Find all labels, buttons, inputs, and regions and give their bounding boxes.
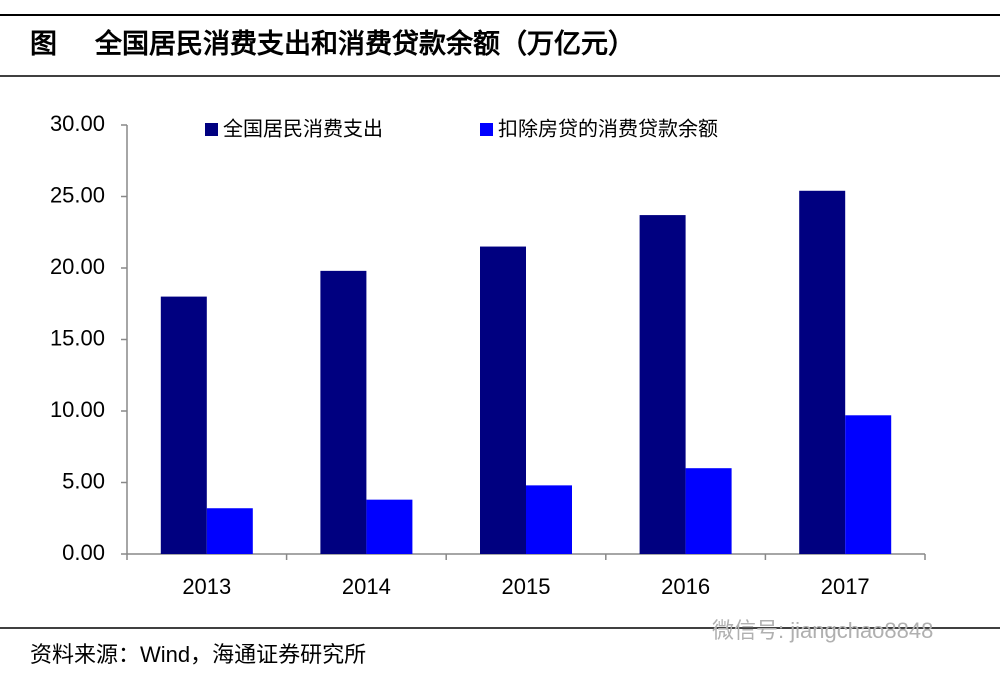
y-tick-label: 5.00 xyxy=(62,468,105,493)
bar xyxy=(160,296,207,554)
bar xyxy=(526,485,572,554)
legend-swatch xyxy=(205,123,218,136)
bar xyxy=(480,246,526,555)
x-tick-label: 2014 xyxy=(342,574,391,599)
y-tick-label: 10.00 xyxy=(50,397,105,422)
source: 资料来源：Wind，海通证券研究所 xyxy=(30,642,366,667)
bar xyxy=(320,270,367,554)
watermark: 微信号: jiangchao8848 xyxy=(712,618,933,643)
legend-swatch xyxy=(480,123,493,136)
bar xyxy=(685,468,732,554)
y-tick-label: 15.00 xyxy=(50,325,105,350)
bar xyxy=(799,190,846,554)
bar xyxy=(639,215,686,554)
y-tick-label: 20.00 xyxy=(50,254,105,279)
legend-label: 全国居民消费支出 xyxy=(223,117,383,140)
legend-label: 扣除房贷的消费贷款余额 xyxy=(498,117,718,140)
x-tick-label: 2017 xyxy=(821,574,870,599)
chart-title: 全国居民消费支出和消费贷款余额（万亿元） xyxy=(94,28,635,59)
bar xyxy=(845,415,892,554)
y-tick-label: 0.00 xyxy=(62,540,105,565)
x-tick-label: 2013 xyxy=(182,574,231,599)
bar xyxy=(366,499,413,554)
y-tick-label: 30.00 xyxy=(50,111,105,136)
bar xyxy=(206,508,253,554)
x-tick-label: 2015 xyxy=(502,574,551,599)
figure-label: 图 xyxy=(30,29,57,59)
y-tick-label: 25.00 xyxy=(50,182,105,207)
x-tick-label: 2016 xyxy=(661,574,710,599)
